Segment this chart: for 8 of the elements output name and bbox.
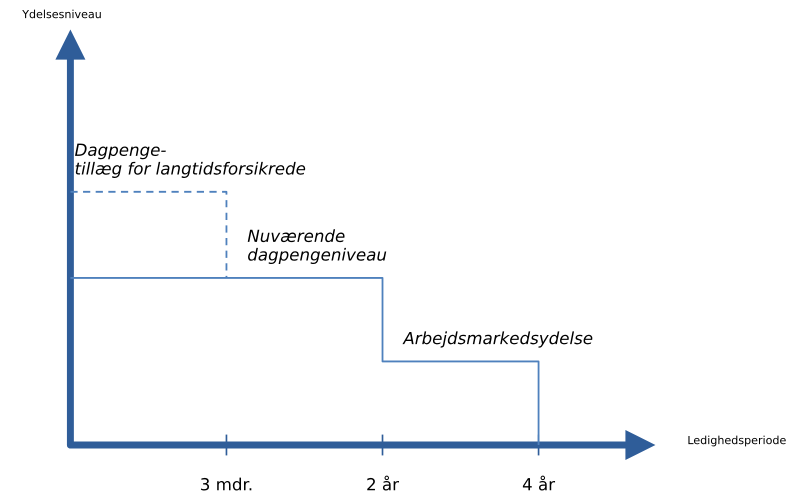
text: Dagpenge- tillæg for langtidsforsikrede <box>75 144 306 178</box>
x-tick-label: 2 år <box>367 476 399 491</box>
x-axis-title: Ledighedsperiode <box>688 436 786 446</box>
text: Ydelsesniveau <box>22 10 101 18</box>
x-tick-label: 4 år <box>522 476 556 491</box>
x-tick-label: 3 mdr. <box>201 478 252 491</box>
annotation: Nuværende dagpengeniveau <box>248 229 386 264</box>
annotation: Arbejdsmarkedsydelse <box>402 331 592 348</box>
